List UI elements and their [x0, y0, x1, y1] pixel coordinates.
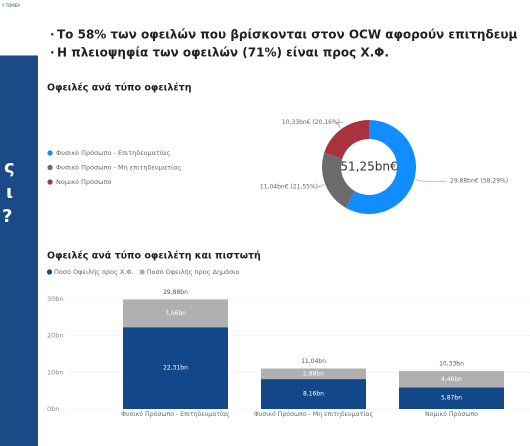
- bullet: Η πλειοψηφία των οφειλών (71%) είναι προ…: [57, 46, 389, 60]
- sidebar: [0, 0, 38, 446]
- sidebar-fragment: ς: [4, 157, 15, 178]
- x-tick-label: Φυσικό Πρόσωπο - Μη επιτηδευματίας: [254, 410, 374, 418]
- leader-line: [415, 179, 447, 182]
- data-label: 22,31bn: [163, 365, 188, 372]
- bar-segment: [261, 379, 366, 409]
- y-tick-label: 10bn: [47, 368, 64, 376]
- legend-label: Ποσό Οφειλής προς Δημόσιο: [147, 268, 240, 276]
- data-label: 11,04bn€ (21,55%): [260, 184, 318, 191]
- data-label: 29,88bn€ (58,29%): [450, 178, 508, 185]
- sidebar-fragment: ι: [6, 182, 13, 203]
- bar-segment: [399, 371, 504, 388]
- sidebar-fragment: ?: [2, 206, 12, 227]
- data-label: 10,33bn€ (20,16%): [282, 119, 340, 126]
- bar-segment: [261, 368, 366, 380]
- donut-slice: [345, 120, 417, 215]
- y-tick-label: 0bn: [47, 405, 59, 413]
- data-label: 5,87bn: [441, 395, 462, 402]
- legend-label: Φυσικό Πρόσωπο - Επιτηδευματίας: [56, 149, 170, 157]
- total-label: 10,33bn: [439, 361, 464, 368]
- donut-slice: [324, 120, 369, 159]
- x-tick-label: Φυσικό Πρόσωπο - Επιτηδευματίας: [121, 410, 230, 418]
- legend-swatch: [47, 150, 53, 156]
- bullet-dot: ·: [50, 28, 55, 42]
- leader-line: [335, 122, 343, 129]
- bar-segment: [123, 327, 228, 409]
- legend-swatch: [47, 164, 53, 171]
- legend-label: Φυσικό Πρόσωπο - Μη επιτηδευματίας: [56, 164, 182, 172]
- legend-swatch: [139, 269, 145, 275]
- x-tick-label: Νομικό Πρόσωπο: [425, 410, 478, 418]
- donut-slice: [321, 152, 356, 208]
- total-label: 29,88bn: [163, 289, 188, 296]
- legend-label: Νομικό Πρόσωπο: [56, 178, 112, 186]
- bar-segment: [399, 387, 504, 409]
- bullet-dot: ·: [50, 46, 55, 60]
- legend-swatch: [46, 269, 53, 275]
- bar-segment: [123, 299, 228, 328]
- sidebar-header-bg: [0, 0, 38, 56]
- bullet: Το 58% των οφειλών που βρίσκονται στον O…: [57, 28, 517, 42]
- leader-line: [317, 184, 325, 188]
- chart-title: Οφειλές ανά τύπο οφειλέτη: [47, 83, 192, 94]
- data-label: 8,16bn: [303, 391, 324, 398]
- total-label: 11,04bn: [301, 358, 326, 365]
- legend-swatch: [47, 179, 53, 185]
- sidebar-header: Υ ΤΟΜΕΑ: [1, 3, 20, 8]
- data-label: 4,46bn: [441, 376, 462, 383]
- chart-title: Οφειλές ανά τύπο οφειλέτη και πιστωτή: [47, 251, 261, 262]
- y-tick-label: 20bn: [47, 332, 64, 340]
- data-label: 7,56bn: [165, 310, 186, 317]
- donut-center-label: 51,25bn€: [340, 160, 397, 174]
- data-label: 2,88bn: [303, 370, 324, 377]
- legend-label: Ποσό Οφειλής προς Χ.Φ.: [54, 268, 134, 276]
- y-tick-label: 30bn: [47, 295, 64, 303]
